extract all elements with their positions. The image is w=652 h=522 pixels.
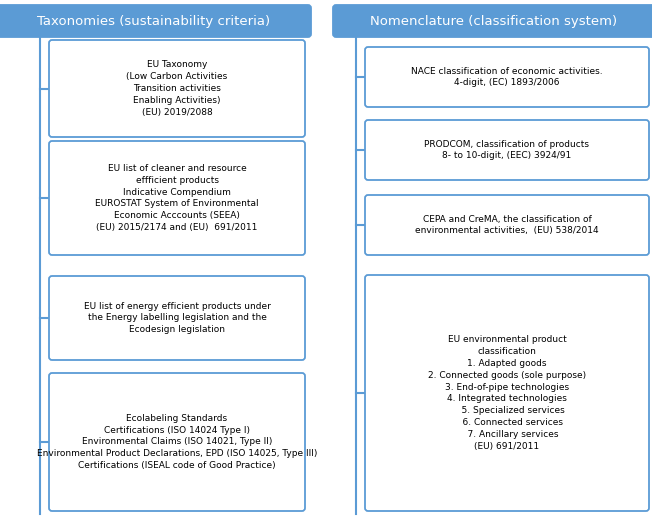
FancyBboxPatch shape (365, 47, 649, 107)
Text: PRODCOM, classification of products
8- to 10-digit, (EEC) 3924/91: PRODCOM, classification of products 8- t… (424, 139, 589, 160)
Text: Taxonomies (sustainability criteria): Taxonomies (sustainability criteria) (37, 15, 271, 28)
Text: EU Taxonomy
(Low Carbon Activities
Transition activities
Enabling Activities)
(E: EU Taxonomy (Low Carbon Activities Trans… (126, 61, 228, 116)
FancyBboxPatch shape (49, 276, 305, 360)
FancyBboxPatch shape (0, 5, 311, 37)
FancyBboxPatch shape (49, 40, 305, 137)
FancyBboxPatch shape (365, 120, 649, 180)
FancyBboxPatch shape (365, 275, 649, 511)
FancyBboxPatch shape (49, 141, 305, 255)
Text: CEPA and CreMA, the classification of
environmental activities,  (EU) 538/2014: CEPA and CreMA, the classification of en… (415, 215, 599, 235)
Text: EU environmental product
classification
1. Adapted goods
2. Connected goods (sol: EU environmental product classification … (428, 336, 586, 450)
Text: NACE classification of economic activities.
4-digit, (EC) 1893/2006: NACE classification of economic activiti… (411, 67, 603, 87)
FancyBboxPatch shape (333, 5, 652, 37)
Text: EU list of energy efficient products under
the Energy labelling legislation and : EU list of energy efficient products und… (83, 302, 271, 334)
Text: Nomenclature (classification system): Nomenclature (classification system) (370, 15, 617, 28)
FancyBboxPatch shape (365, 195, 649, 255)
FancyBboxPatch shape (49, 373, 305, 511)
Text: EU list of cleaner and resource
effficient products
Indicative Compendium
EUROST: EU list of cleaner and resource effficie… (95, 164, 259, 232)
Text: Ecolabeling Standards
Certifications (ISO 14024 Type I)
Environmental Claims (IS: Ecolabeling Standards Certifications (IS… (37, 414, 317, 470)
